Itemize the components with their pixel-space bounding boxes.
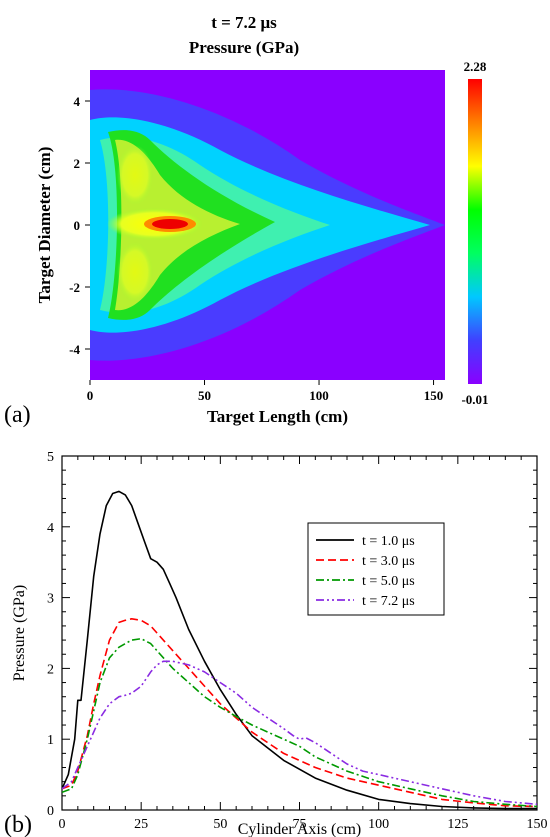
heatmap-x-tick-label: 150 [424,388,444,403]
line-chart-legend: t = 1.0 μs t = 3.0 μs t = 5.0 μs t = 7.2 μs [307,522,445,616]
series-line-1 [62,617,537,808]
heatmap-x-tick-label: 0 [87,388,94,403]
legend-box [307,522,445,616]
x-axis-label: Cylinder Axis (cm) [238,821,362,837]
heatmap-x-tick-label: 100 [309,388,329,403]
legend-label-1: t = 3.0 μs [362,554,415,569]
heat-region-red-core [152,219,188,229]
heatmap-y-tick-label: 2 [74,156,81,171]
colorbar [468,79,482,384]
heatmap-x-axis-label: Target Length (cm) [207,407,348,426]
legend-label-0: t = 1.0 μs [362,534,415,549]
heatmap-y-axis-label: Target Diameter (cm) [35,147,54,304]
heatmap-y-tick-label: -4 [69,342,80,357]
heat-region-yellow-upper [117,145,153,205]
y-tick-label: 0 [47,804,54,819]
x-tick-label: 50 [213,817,227,832]
heatmap-y-tick-label: 0 [74,218,81,233]
x-tick-label: 125 [447,817,468,832]
heat-region-yellow-lower [117,242,153,302]
heat-axis-streak [90,220,104,228]
series-line-0 [62,490,537,810]
heatmap-title-line2: Pressure (GPa) [189,38,299,57]
colorbar-max-label: 2.28 [464,59,487,74]
y-tick-label: 3 [47,592,54,607]
x-tick-label: 25 [134,817,148,832]
y-axis-label: Pressure (GPa) [11,585,28,681]
line-chart-series [62,490,537,810]
line-chart-axes: 0 25 50 75 100 125 150 0 1 2 3 4 5 Cylinder Axis (cm)… [11,450,548,837]
x-tick-label: 0 [59,817,66,832]
heatmap-field [90,70,445,380]
y-tick-label: 4 [47,521,54,536]
y-tick-label: 2 [47,662,54,677]
colorbar-min-label: -0.01 [461,392,488,407]
x-tick-label: 75 [293,817,307,832]
heatmap-x-tick-label: 50 [198,388,211,403]
legend-label-2: t = 5.0 μs [362,574,415,589]
y-tick-label: 5 [47,450,54,465]
x-tick-label: 150 [527,817,548,832]
series-line-3 [62,660,537,806]
legend-label-3: t = 7.2 μs [362,594,415,609]
heatmap-title-line1: t = 7.2 μs [211,13,277,32]
series-line-2 [62,637,537,808]
heatmap-axes: 0 50 100 150 -4 -2 0 2 4 Target Length (cm) Target… [35,94,443,426]
y-tick-label: 1 [47,733,54,748]
panel-b-label: (b) [4,812,32,837]
heatmap-y-tick-label: 4 [74,94,81,109]
heatmap-y-tick-label: -2 [69,280,80,295]
x-tick-label: 100 [368,817,389,832]
panel-a-label: (a) [4,402,31,428]
